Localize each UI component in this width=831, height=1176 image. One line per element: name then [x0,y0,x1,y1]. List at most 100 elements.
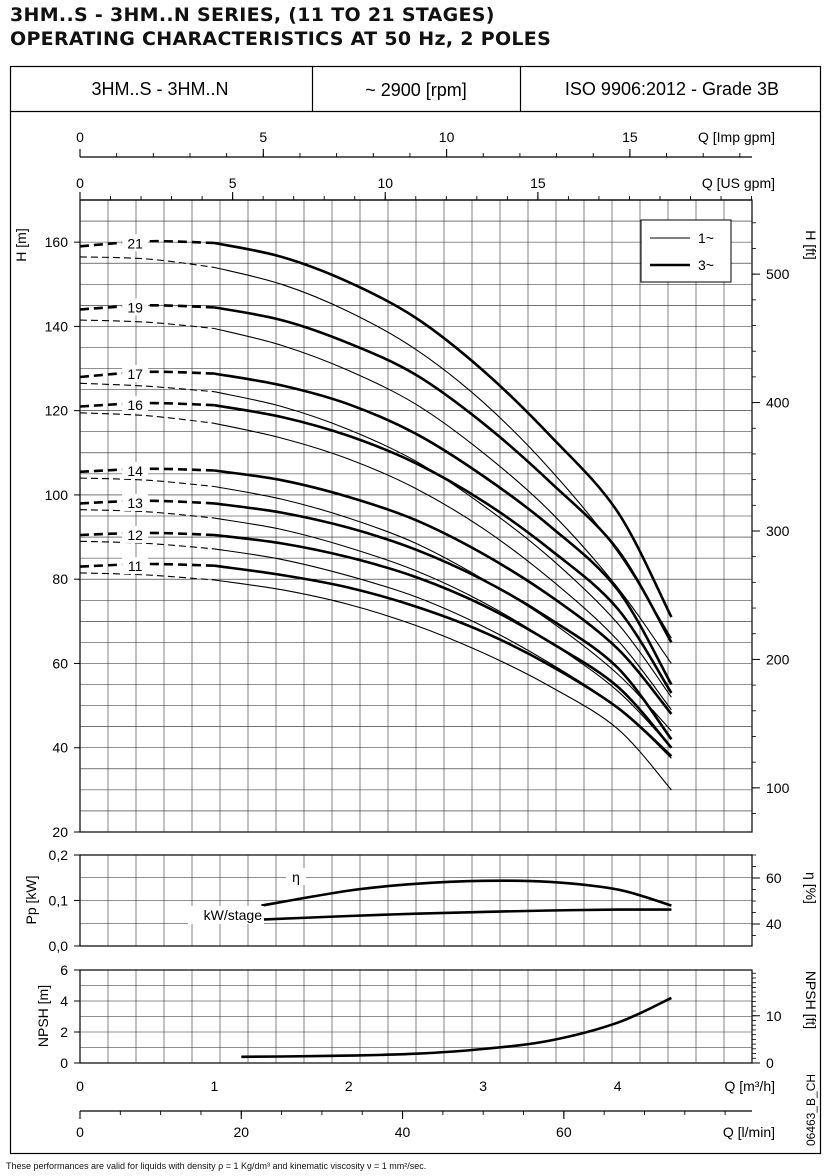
kw-label-bg [188,906,264,924]
chart-title-line2: OPERATING CHARACTERISTICS AT 50 Hz, 2 PO… [10,28,552,50]
y-tick-label: 6 [60,962,68,978]
lmin-axis-tick-label: 0 [76,1124,84,1140]
curve-3ph-13-dashed [79,499,215,505]
curve-3ph-11-dashed [79,562,215,568]
curve-3ph-11-solid [214,564,673,758]
y-tick-label: 0 [60,1055,68,1071]
curve-1ph-16-solid [214,422,672,711]
curve-3ph-17-solid [214,372,673,686]
ft-tick-label: 10 [766,1008,782,1024]
y-tick-label: 20 [52,824,68,840]
curve-1ph-13-solid [214,517,672,749]
curve-1ph-14-solid [214,485,672,732]
m3h-tick-label: 3 [479,1078,487,1094]
curve-1ph-16-dashed [79,412,215,424]
m3h-tick-label: 0 [76,1078,84,1094]
power-efficiency-chart: 0,0 0,1 0,2 40 60 Pp [kW] η [%] η kW/stage [23,847,819,954]
y-right-tick-label: 100 [766,780,790,796]
y-tick-label: 80 [52,571,68,587]
flow-axes: 0 5 10 15 Q [Imp gpm]0 5 10 15 Q [US gpm]0 1 2 3 4 Q … [76,129,775,1140]
npsh-ft-axis-label: NPSH [ft] [803,971,819,1029]
y-tick-label: 160 [45,234,69,250]
header-speed: ~ 2900 [rpm] [365,80,467,100]
npsh-axis-label: NPSH [m] [35,985,51,1047]
y-tick-label: 0,1 [49,893,69,909]
y-right-tick-label: 500 [766,266,790,282]
head-chart: 20 40 60 80 100 120 140 160 100 200 300 400 500 H [m]… [13,199,819,840]
eta-label: η [292,869,300,885]
stage-label-14: 14 [127,463,143,479]
figure-frame [9,65,822,1155]
y-tick-label: 40 [52,740,68,756]
document-code: 06463_B_CH [804,1074,818,1146]
curve-3ph-14-dashed [79,467,215,474]
curve-3ph-19-solid [214,306,673,644]
imp-gpm-axis-tick-label: 15 [622,129,638,145]
lmin-axis-tick-label: 40 [395,1124,411,1140]
us-gpm-axis-label: Q [US gpm] [702,175,775,191]
stage-label-16: 16 [127,397,143,413]
y-tick-label: 100 [45,487,69,503]
legend-label-3ph: 3~ [698,257,714,273]
imp-gpm-axis-tick-label: 10 [439,129,455,145]
chart-title-line1: 3HM..S - 3HM..N SERIES, (11 TO 21 STAGES… [10,4,495,26]
curve-3ph-12-dashed [79,531,215,537]
stage-label-bg [122,365,149,383]
stage-label-bg [122,493,149,511]
y-tick-label: 4 [60,993,68,1009]
y-right-tick-label: 200 [766,651,790,667]
stage-label-21: 21 [127,235,143,251]
y-tick-label: 140 [45,318,69,334]
curve-3ph-21-dashed [79,239,215,248]
y-tick-label: 0,0 [49,938,69,954]
imp-gpm-axis-tick-label: 0 [76,129,84,145]
y-axis-label: H [m] [13,228,29,261]
curve-1ph-19-dashed [79,319,215,330]
curve-1ph-11-solid [214,579,672,791]
stage-label-bg [122,396,149,414]
eff-tick-label: 60 [766,870,782,886]
kw-stage-label: kW/stage [204,907,263,923]
curve-1ph-17-solid [214,391,672,698]
stage-label-19: 19 [127,299,143,315]
legend: 1~ 3~ [640,219,732,283]
imp-gpm-axis-tick-label: 5 [259,129,267,145]
power-axis-label: Pp [kW] [23,875,39,924]
us-gpm-axis-tick-label: 5 [229,175,237,191]
footnote: These performances are valid for liquids… [6,1161,427,1171]
header-standard: ISO 9906:2012 - Grade 3B [565,79,779,99]
curve-1ph-19-solid [214,327,672,664]
us-gpm-axis-tick-label: 0 [76,175,84,191]
y-right-tick-label: 300 [766,523,790,539]
legend-label-1ph: 1~ [698,230,714,246]
curve-3ph-16-solid [214,403,673,694]
y-right-tick-label: 400 [766,395,790,411]
stage-label-12: 12 [127,527,143,543]
legend-box [640,219,732,283]
stage-label-bg [122,234,149,252]
stage-label-11: 11 [128,558,143,574]
curve-3ph-21-solid [214,241,673,618]
m3h-tick-label: 2 [345,1078,353,1094]
m3h-axis-label: Q [m³/h] [724,1078,775,1094]
curve-3ph-19-dashed [79,303,215,311]
efficiency-curve [261,879,672,907]
stage-label-17: 17 [127,366,143,382]
y-tick-label: 120 [45,403,69,419]
curve-1ph-13-dashed [79,509,215,519]
npsh-curve [241,996,672,1059]
stage-label-bg [122,461,149,479]
ft-tick-label: 0 [766,1055,774,1071]
us-gpm-axis-tick-label: 10 [377,175,393,191]
curve-1ph-17-dashed [79,382,215,393]
m3h-tick-label: 1 [211,1078,219,1094]
lmin-axis-tick-label: 60 [556,1124,572,1140]
curve-1ph-14-dashed [79,477,215,488]
curve-3ph-17-dashed [79,370,215,379]
header-model: 3HM..S - 3HM..N [91,79,228,99]
curve-3ph-14-solid [214,469,673,715]
y-tick-label: 0,2 [49,847,69,863]
m3h-tick-label: 4 [614,1078,622,1094]
us-gpm-axis-tick-label: 15 [530,175,546,191]
stage-label-13: 13 [127,495,143,511]
